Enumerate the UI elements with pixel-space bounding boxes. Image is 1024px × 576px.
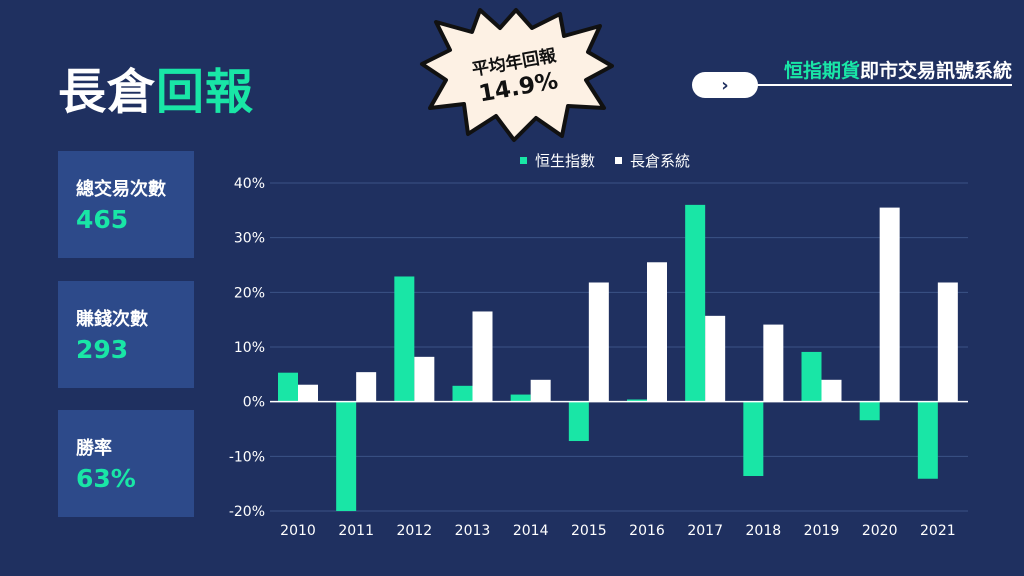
chevron-right-icon: › — [721, 74, 729, 96]
bar — [298, 384, 318, 402]
bar — [743, 401, 764, 477]
stat-label: 賺錢次數 — [76, 309, 148, 330]
legend-swatch — [615, 157, 623, 164]
stat-label: 勝率 — [76, 438, 112, 459]
y-tick-label: -20% — [229, 504, 265, 520]
bar — [394, 276, 415, 402]
legend-label: 恒生指數 — [535, 152, 596, 170]
x-tick-label: 2010 — [280, 523, 316, 539]
bar — [530, 379, 551, 402]
y-tick-label: 10% — [234, 340, 265, 356]
system-title: 恒指期貨即市交易訊號系統 — [784, 56, 1012, 83]
y-tick-label: 0% — [243, 395, 265, 411]
system-title-accent: 恒指期貨 — [783, 60, 860, 82]
bar — [356, 372, 377, 402]
bar — [937, 282, 958, 402]
x-tick-label: 2017 — [687, 523, 723, 539]
y-tick-label: -10% — [229, 449, 265, 465]
x-tick-label: 2013 — [455, 523, 491, 539]
average-return-badge: 平均年回報 14.9% — [418, 4, 614, 144]
stat-label: 總交易次數 — [76, 179, 166, 200]
bar — [452, 385, 473, 402]
bar — [414, 356, 435, 402]
x-tick-label: 2015 — [571, 523, 607, 539]
bar — [510, 394, 531, 402]
bar — [917, 401, 938, 479]
legend-item-long-system: 長倉系統 — [615, 150, 690, 171]
legend-item-hsi: 恒生指數 — [520, 150, 595, 171]
legend-swatch — [520, 157, 527, 164]
bar — [627, 399, 647, 402]
bar — [859, 401, 880, 421]
stat-value: 293 — [76, 335, 129, 364]
system-title-rest: 即市交易訊號系統 — [859, 60, 1012, 82]
bar — [879, 207, 900, 402]
bar — [685, 204, 706, 402]
x-tick-label: 2020 — [862, 523, 898, 539]
stat-card-win-rate: 勝率 63% — [58, 410, 194, 517]
x-tick-label: 2016 — [629, 523, 665, 539]
y-tick-label: 30% — [234, 231, 265, 247]
y-tick-label: 40% — [234, 176, 265, 192]
bar — [647, 262, 667, 402]
header-divider — [752, 84, 1012, 86]
page-title: 長倉回報 — [58, 52, 254, 122]
x-tick-label: 2021 — [920, 523, 956, 539]
bar — [705, 315, 726, 402]
stat-value: 63% — [76, 464, 136, 493]
bar — [568, 401, 589, 442]
bar — [821, 379, 842, 402]
bar — [472, 311, 493, 402]
page-title-part1: 長倉 — [58, 64, 157, 120]
x-tick-label: 2014 — [513, 523, 549, 539]
bar — [763, 324, 784, 402]
stat-value: 465 — [76, 205, 129, 234]
arrow-button[interactable]: › — [692, 72, 758, 98]
page-title-part2: 回報 — [156, 64, 255, 120]
bar — [588, 282, 609, 402]
stat-card-total-trades: 總交易次數 465 — [58, 151, 194, 258]
bar-chart: -20% -10% 0% 10% 20% 30% 40% 2010 2011 2012 2013 20… — [229, 176, 968, 539]
chart-legend: 恒生指數 長倉系統 — [520, 150, 690, 171]
stat-card-winning-trades: 賺錢次數 293 — [58, 281, 194, 388]
starburst-icon — [420, 8, 614, 142]
y-tick-label: 20% — [234, 285, 265, 301]
bar — [336, 401, 357, 511]
x-tick-label: 2019 — [804, 523, 840, 539]
x-tick-label: 2012 — [397, 523, 433, 539]
bar — [278, 372, 298, 402]
x-tick-label: 2011 — [338, 523, 374, 539]
legend-label: 長倉系統 — [630, 152, 691, 170]
bar — [801, 351, 822, 402]
x-tick-label: 2018 — [746, 523, 782, 539]
